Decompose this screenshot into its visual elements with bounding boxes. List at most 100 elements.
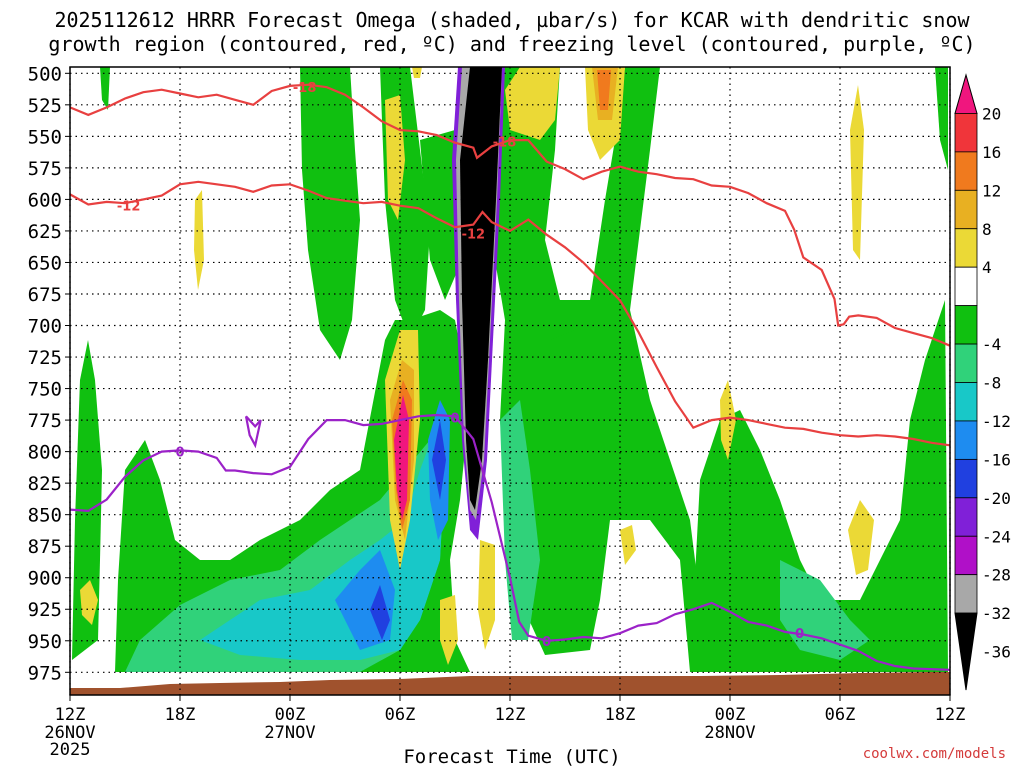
colorbar-band	[954, 535, 978, 576]
colorbar-band	[954, 266, 978, 307]
x-tick-label: 18Z	[605, 705, 636, 725]
colorbar-band	[954, 574, 978, 614]
x-tick-label: 06Z	[825, 705, 856, 725]
y-tick-label: 875	[28, 536, 62, 558]
omega-band-minus20b	[432, 420, 446, 500]
omega-core-black	[460, 67, 502, 510]
colorbar-label: -36	[982, 643, 1011, 662]
y-tick-label: 525	[28, 95, 62, 117]
colorbar-band	[954, 189, 978, 230]
title-line-1: 2025112612 HRRR Forecast Omega (shaded, …	[54, 8, 970, 32]
colorbar-label: 8	[982, 220, 992, 239]
colorbar-label: -8	[982, 374, 1001, 393]
x-tick-sublabel: 27NOV	[264, 723, 315, 743]
colorbar-top-arrow	[954, 73, 978, 114]
y-tick-label: 625	[28, 221, 62, 243]
omega-band-minus4-far-right	[690, 300, 948, 672]
x-tick-label: 12Z	[55, 705, 86, 725]
contour-label: -18	[493, 135, 517, 150]
colorbar: 20 16 12 8 4 -4 -8 -12 -16 -20 -24 -28 -32 -36	[954, 73, 1011, 691]
colorbar-label: 12	[982, 181, 1001, 200]
omega-band-minus20	[370, 585, 390, 640]
contour-minus12	[69, 180, 951, 447]
y-tick-label: 925	[28, 599, 62, 621]
colorbar-label: -24	[982, 527, 1011, 546]
y-tick-label: 700	[28, 316, 62, 338]
y-tick-label: 650	[28, 252, 62, 274]
contour-label: -12	[462, 227, 486, 242]
omega-band-plus20	[394, 395, 409, 520]
omega-band-plus12	[597, 70, 611, 110]
omega-band-minus4-right-top	[550, 330, 590, 430]
y-tick-label: 500	[28, 63, 62, 85]
contour-label: -18	[293, 81, 317, 96]
omega-band-plus4-g	[440, 595, 458, 665]
y-tick-label: 750	[28, 379, 62, 401]
colorbar-band	[954, 228, 978, 268]
y-tick-label: 775	[28, 410, 62, 432]
x-tick-label: 06Z	[385, 705, 416, 725]
colorbar-band	[954, 343, 978, 383]
colorbar-label: -32	[982, 604, 1011, 623]
x-tick-sublabel: 28NOV	[704, 723, 755, 743]
omega-band-minus4-left	[72, 340, 102, 660]
x-tick-label: 12Z	[495, 705, 526, 725]
colorbar-label: -4	[982, 335, 1001, 354]
omega-band-plus4-k	[848, 500, 874, 575]
omega-band-plus4-l	[850, 85, 864, 260]
x-axis-label: Forecast Time (UTC)	[403, 746, 621, 768]
y-tick-label: 675	[28, 284, 62, 306]
omega-band-plus4-h	[478, 540, 495, 650]
omega-band-plus4-j	[720, 380, 736, 460]
omega-band-plus4-e	[194, 190, 204, 290]
omega-band-plus4-d	[80, 580, 98, 625]
colorbar-band	[954, 497, 978, 537]
colorbar-label: -28	[982, 566, 1011, 585]
y-tick-label: 725	[28, 347, 62, 369]
x-tick-label: 18Z	[165, 705, 196, 725]
y-tick-label: 575	[28, 158, 62, 180]
colorbar-label: -12	[982, 412, 1011, 431]
chart-title: 2025112612 HRRR Forecast Omega (shaded, …	[0, 8, 1024, 56]
contour-label: 0	[795, 627, 804, 642]
x-tick-sublabel: 2025	[50, 740, 91, 760]
colorbar-bottom-arrow	[954, 612, 978, 691]
colorbar-band	[954, 458, 978, 499]
colorbar-band	[954, 420, 978, 460]
omega-band-minus4-right-edge	[935, 67, 948, 170]
colorbar-label: -16	[982, 450, 1011, 469]
colorbar-band	[954, 305, 978, 345]
y-tick-label: 600	[28, 189, 62, 211]
contour-label: -12	[117, 200, 141, 215]
contour-label: 0	[542, 635, 551, 650]
y-axis: 500 525 550 575 600 625 650 675 700 725 750 775 800 8…	[28, 63, 70, 684]
title-line-2: growth region (contoured, red, ºC) and f…	[48, 32, 976, 56]
colorbar-label: 20	[982, 104, 1001, 123]
omega-band-plus4-a	[505, 67, 560, 140]
y-tick-label: 950	[28, 631, 62, 653]
y-tick-label: 975	[28, 662, 62, 684]
y-tick-label: 800	[28, 442, 62, 464]
x-tick-label: 00Z	[715, 705, 746, 725]
omega-band-minus4-center	[300, 67, 360, 360]
colorbar-band	[954, 151, 978, 191]
contours: -18 -18 -12 -12 0 0 0 0	[69, 81, 951, 671]
y-tick-label: 825	[28, 473, 62, 495]
y-tick-label: 850	[28, 505, 62, 527]
omega-band-minus4-tiny	[100, 67, 110, 110]
contour-label: 0	[450, 412, 459, 427]
contour-label: 0	[175, 446, 184, 461]
omega-shading	[72, 67, 948, 672]
credit: coolwx.com/models	[862, 746, 1006, 762]
omega-band-plus4-m	[412, 67, 422, 78]
omega-band-minus4-right	[495, 67, 720, 672]
contour-zero	[69, 413, 951, 671]
colorbar-band	[954, 382, 978, 422]
colorbar-band	[954, 113, 978, 153]
colorbar-label: -20	[982, 489, 1011, 508]
x-tick-label: 00Z	[275, 705, 306, 725]
colorbar-label: 16	[982, 143, 1001, 162]
omega-band-plus4-i	[620, 525, 636, 565]
